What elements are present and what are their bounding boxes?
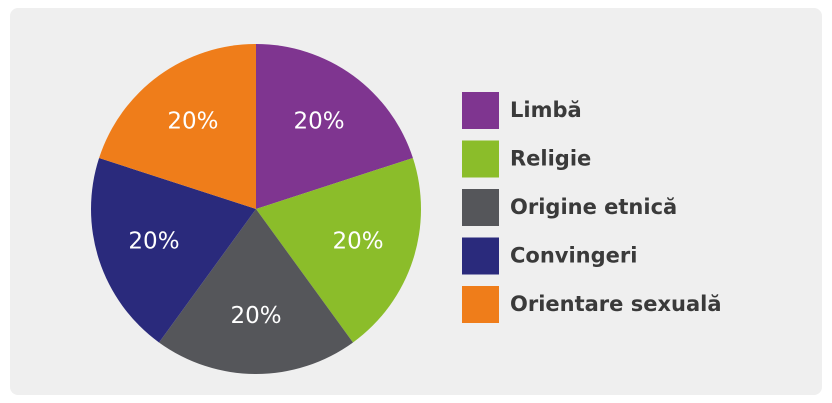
legend-label: Limbă [510, 98, 582, 122]
slice-label: 20% [332, 229, 383, 255]
legend-label: Origine etnică [510, 195, 677, 219]
slice-label: 20% [128, 229, 179, 255]
slice-label: 20% [293, 109, 344, 135]
slice-label: 20% [167, 109, 218, 135]
pie-slice [99, 44, 256, 209]
legend-swatch [462, 189, 499, 226]
legend-swatch [462, 286, 499, 323]
pie-slice [256, 158, 421, 343]
pie-slice [256, 44, 413, 209]
pie-slice [91, 158, 256, 343]
legend-label: Religie [510, 147, 591, 171]
legend-label: Convingeri [510, 244, 637, 268]
legend-label: Orientare sexuală [510, 292, 722, 316]
pie-slice [159, 209, 353, 375]
legend-swatch [462, 140, 499, 178]
slice-label: 20% [230, 303, 281, 329]
legend-swatch [462, 92, 499, 129]
legend-swatch [462, 237, 499, 275]
